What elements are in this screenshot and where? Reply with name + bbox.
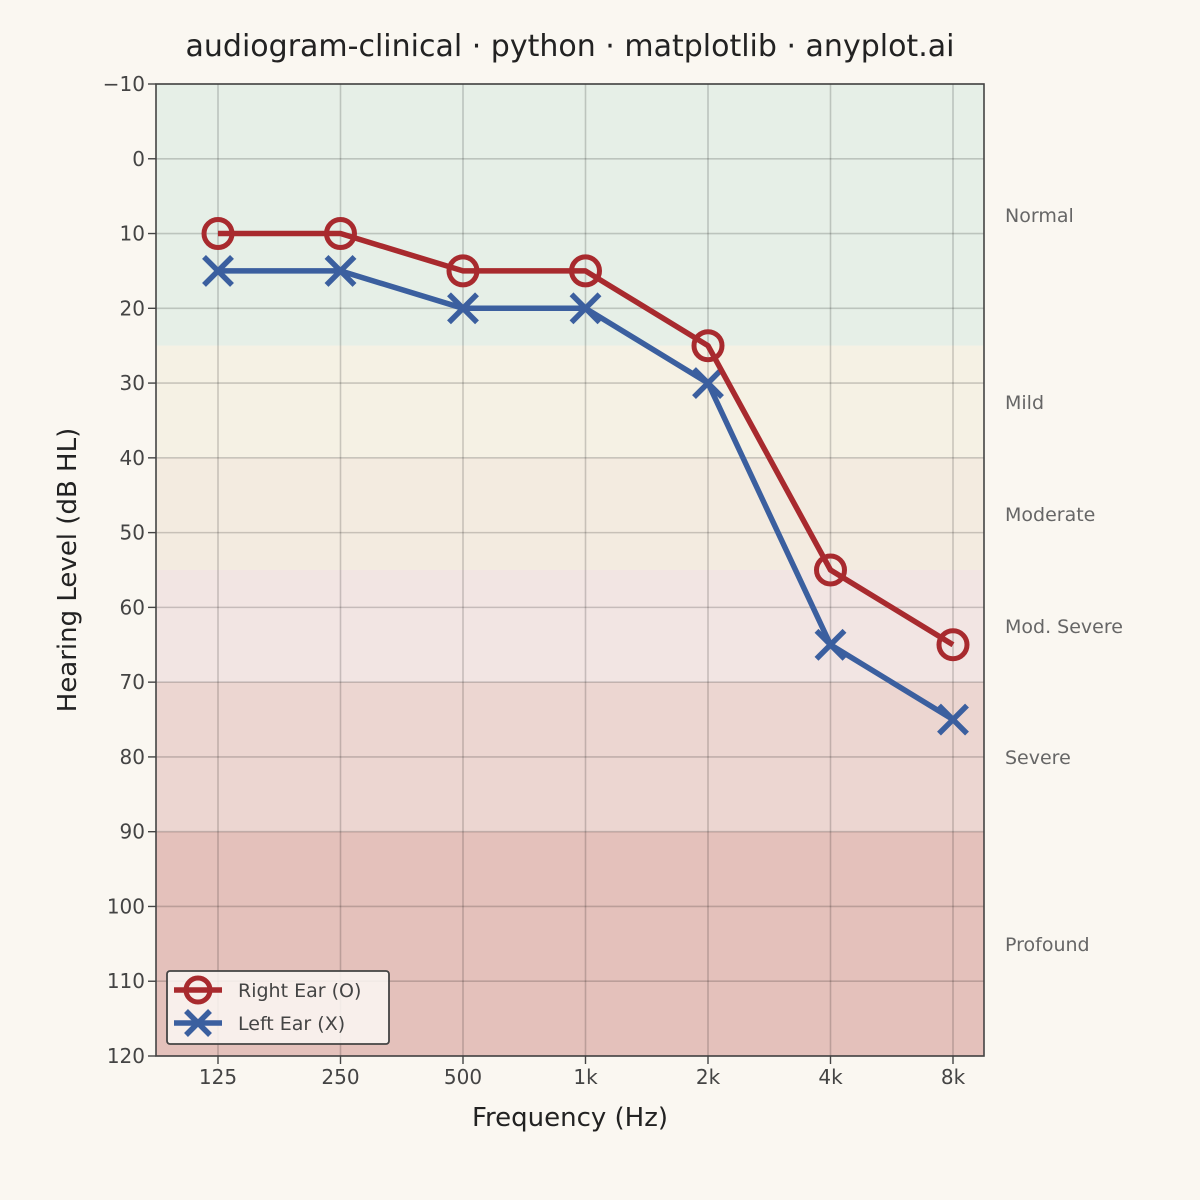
- data-point: [936, 628, 970, 662]
- x-marker-stroke: [814, 628, 847, 661]
- legend-entry-right-ear-o: Right Ear (O): [174, 975, 361, 1005]
- x-tick-label: 4k: [818, 1065, 843, 1089]
- series-line: [218, 230, 955, 648]
- band-label-normal: Normal: [1005, 205, 1074, 227]
- x-tick-label: 1k: [573, 1065, 598, 1089]
- x-axis-ticks: 125 250 500 1k 2k 4k 8k: [199, 1056, 966, 1089]
- legend-label: Left Ear (X): [238, 1013, 345, 1035]
- band-label-severe: Severe: [1005, 747, 1071, 769]
- x-tick-label: 250: [321, 1065, 359, 1089]
- data-point: [201, 217, 235, 251]
- band-label-moderate: Moderate: [1005, 504, 1095, 526]
- y-tick-label: −10: [103, 72, 145, 96]
- x-tick-label: 8k: [941, 1065, 966, 1089]
- x-marker-stroke: [324, 254, 357, 287]
- band-moderate: [156, 457, 984, 570]
- data-point: [446, 254, 480, 288]
- legend-box: [166, 970, 390, 1045]
- y-tick-label: 90: [120, 820, 145, 844]
- legend-entry-left-ear-x: Left Ear (X): [174, 1009, 345, 1037]
- data-point: [691, 329, 725, 363]
- severity-bands: [156, 84, 984, 1056]
- y-tick-label: 0: [132, 147, 145, 171]
- y-tick-label: 80: [120, 745, 145, 769]
- data-point: [569, 254, 602, 288]
- band-label-mild: Mild: [1005, 392, 1044, 414]
- y-tick-label: 40: [120, 446, 145, 470]
- data-point: [324, 217, 357, 251]
- data-point: [937, 703, 969, 736]
- x-tick-label: 500: [444, 1065, 482, 1089]
- plot-frame: [155, 83, 985, 1057]
- data-point: [447, 292, 479, 325]
- series-right-ear-o: [201, 217, 970, 662]
- y-axis-label: Hearing Level (dB HL): [53, 428, 83, 712]
- chart-title: audiogram-clinical · python · matplotlib…: [186, 29, 955, 64]
- y-tick-label: 10: [120, 222, 145, 246]
- series-left-ear-x: [202, 254, 969, 736]
- legend-marker: [184, 1009, 212, 1037]
- x-marker-stroke: [447, 292, 479, 325]
- x-tick-label: 2k: [696, 1065, 721, 1089]
- y-tick-label: 110: [107, 969, 145, 993]
- x-marker-stroke: [202, 254, 234, 287]
- legend-marker: [183, 975, 213, 1005]
- x-tick-label: 125: [199, 1065, 237, 1089]
- band-severe: [156, 682, 984, 832]
- legend: Right Ear (O) Left Ear (X): [166, 970, 390, 1045]
- y-tick-label: 120: [107, 1044, 145, 1068]
- band-label-mod-severe: Mod. Severe: [1005, 616, 1123, 638]
- x-axis-label: Frequency (Hz): [472, 1103, 668, 1133]
- y-tick-label: 60: [120, 595, 145, 619]
- y-tick-label: 70: [120, 670, 145, 694]
- band-mild: [156, 345, 984, 458]
- data-point: [692, 367, 724, 400]
- y-axis-ticks: −10 0 10 20 30 40 50 60 70 80 90 100 110 120: [103, 72, 156, 1068]
- legend-label: Right Ear (O): [238, 980, 361, 1002]
- series-lines: [201, 217, 970, 736]
- y-tick-label: 50: [120, 521, 145, 545]
- band-mod-severe: [156, 570, 984, 683]
- band-normal: [156, 84, 984, 346]
- y-tick-label: 20: [120, 296, 145, 320]
- x-marker-stroke: [692, 367, 724, 400]
- y-tick-label: 30: [120, 371, 145, 395]
- data-point: [569, 292, 602, 325]
- band-label-profound: Profound: [1005, 934, 1090, 956]
- data-point: [324, 254, 357, 287]
- y-tick-label: 100: [107, 894, 145, 918]
- x-marker-stroke: [184, 1009, 212, 1037]
- data-point: [814, 628, 847, 661]
- x-marker-stroke: [569, 292, 602, 325]
- data-point: [814, 553, 847, 587]
- x-marker-stroke: [937, 703, 969, 736]
- data-point: [202, 254, 234, 287]
- severity-band-labels: Normal Mild Moderate Mod. Severe Severe Profo…: [1005, 205, 1123, 956]
